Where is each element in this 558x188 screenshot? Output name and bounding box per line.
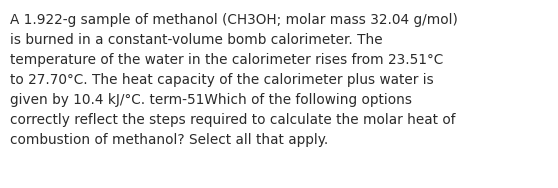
Text: A 1.922-g sample of methanol (CH3OH; molar mass 32.04 g/mol)
is burned in a cons: A 1.922-g sample of methanol (CH3OH; mol… (10, 13, 458, 147)
